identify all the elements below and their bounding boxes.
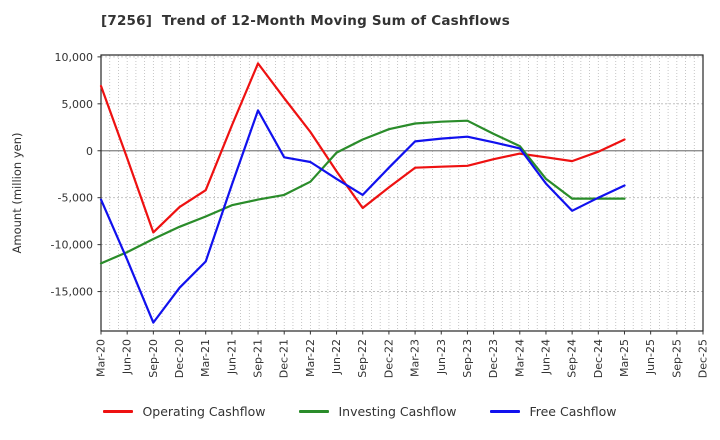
svg-text:Jun-24: Jun-24 — [539, 339, 552, 375]
svg-text:Dec-25: Dec-25 — [697, 339, 710, 378]
svg-text:Jun-20: Jun-20 — [121, 339, 134, 375]
legend-item-free: Free Cashflow — [490, 403, 617, 419]
svg-text:Mar-23: Mar-23 — [409, 339, 422, 377]
svg-text:Sep-20: Sep-20 — [147, 339, 160, 378]
investing-line-swatch — [299, 409, 330, 413]
vertical-gridlines — [100, 55, 704, 331]
svg-text:Mar-25: Mar-25 — [618, 339, 631, 377]
investing-cashflow-line — [99, 119, 626, 265]
svg-text:Jun-22: Jun-22 — [330, 339, 343, 375]
svg-text:10,000: 10,000 — [55, 51, 94, 64]
svg-text:5,000: 5,000 — [62, 98, 94, 111]
svg-text:Jun-25: Jun-25 — [644, 339, 657, 375]
svg-text:0: 0 — [86, 145, 93, 158]
plot-frame — [100, 54, 704, 332]
horizontal-gridlines — [101, 56, 703, 292]
svg-text:-10,000: -10,000 — [51, 239, 93, 252]
chart-legend: Operating Cashflow Investing Cashflow Fr… — [0, 398, 720, 424]
operating-line-swatch — [103, 409, 134, 413]
legend-item-operating: Operating Cashflow — [103, 404, 265, 419]
svg-text:Sep-21: Sep-21 — [252, 339, 265, 378]
chart-title: [7256] Trend of 12-Month Moving Sum of C… — [101, 13, 510, 29]
x-axis-tick-labels: Mar-20 Jun-20 Sep-20 Dec-20 Mar-21 Jun-21 Sep-… — [95, 339, 710, 378]
svg-text:-15,000: -15,000 — [51, 286, 93, 299]
svg-text:Sep-23: Sep-23 — [461, 339, 474, 378]
svg-text:Dec-23: Dec-23 — [487, 339, 500, 378]
svg-text:Dec-24: Dec-24 — [592, 339, 605, 378]
svg-text:Jun-21: Jun-21 — [225, 339, 238, 375]
tick-marks — [97, 56, 704, 335]
free-line-swatch — [490, 409, 521, 413]
svg-text:Mar-20: Mar-20 — [95, 339, 108, 377]
svg-text:Mar-24: Mar-24 — [513, 339, 526, 377]
y-axis-tick-labels: 10,000 5,000 0 -5,000 -10,000 -15,000 — [51, 51, 93, 299]
legend-label-investing: Investing Cashflow — [338, 403, 457, 419]
svg-text:Sep-24: Sep-24 — [566, 339, 579, 378]
free-cashflow-line — [99, 109, 626, 324]
svg-text:Mar-22: Mar-22 — [304, 339, 317, 377]
legend-label-free: Free Cashflow — [529, 403, 617, 419]
svg-text:Mar-21: Mar-21 — [199, 339, 212, 377]
svg-text:Sep-22: Sep-22 — [356, 339, 369, 378]
operating-cashflow-line — [99, 62, 626, 234]
svg-text:Jun-23: Jun-23 — [435, 339, 448, 375]
svg-text:-5,000: -5,000 — [58, 192, 93, 205]
svg-text:Dec-22: Dec-22 — [382, 339, 395, 378]
svg-text:Dec-20: Dec-20 — [173, 339, 186, 378]
legend-label-operating: Operating Cashflow — [142, 403, 266, 419]
svg-text:Sep-25: Sep-25 — [670, 339, 683, 378]
svg-text:Dec-21: Dec-21 — [278, 339, 291, 378]
legend-item-investing: Investing Cashflow — [299, 404, 456, 419]
